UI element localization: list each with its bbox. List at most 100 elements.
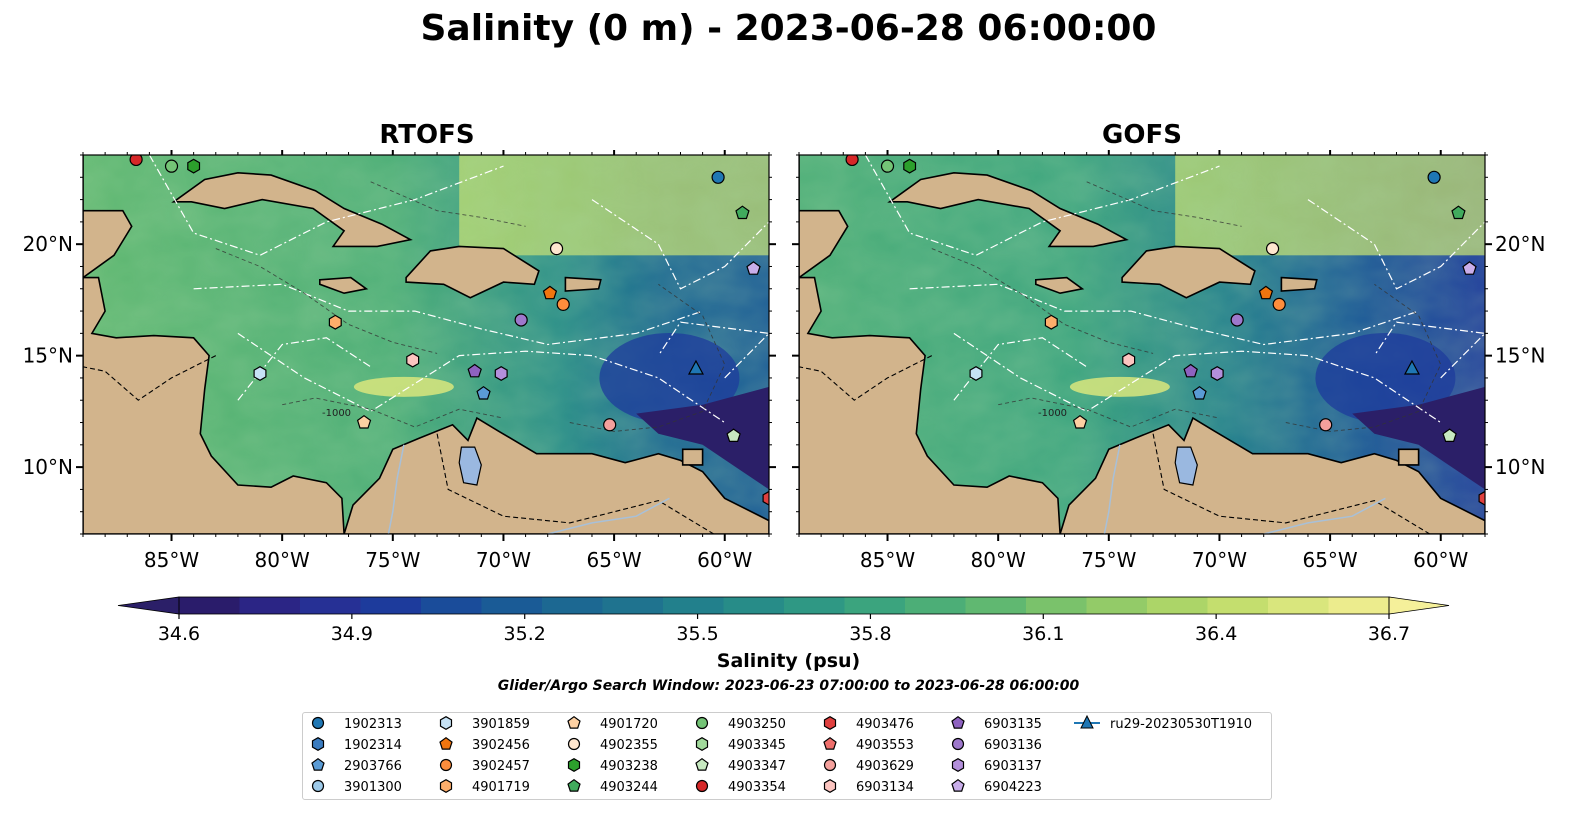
legend-marker-6903135 [951,715,965,729]
x-tick-label: 70°W [476,548,531,572]
float-marker-6903137 [1210,366,1224,381]
colorbar-segment [844,597,906,614]
float-marker-6903136 [514,313,528,327]
eez-boundary [193,283,703,346]
colorbar-segment [1268,597,1330,614]
float-marker-6904223 [1462,261,1477,275]
y-tick-label: 15°N [23,344,73,368]
float-marker-4901719 [1044,314,1058,330]
colorbar-tick-label: 35.2 [504,623,546,645]
legend-label: 1902314 [344,738,402,753]
axes-frame [82,154,770,535]
colorbar-tick-label: 35.5 [676,623,718,645]
land-mass [83,155,133,279]
float-marker-6904223 [746,261,761,275]
colorbar-segment [1207,597,1269,614]
x-tick-label: 75°W [1081,548,1136,572]
land-mass [1280,276,1318,292]
float-marker-4903238 [903,158,917,174]
colorbar-segment [723,597,785,614]
float-marker-4903476 [762,490,769,506]
legend-marker-6903136 [951,737,965,751]
country-border [83,355,217,401]
legend-marker-4901720 [567,715,581,729]
legend-marker-4903354 [695,779,709,793]
glider-marker [687,359,704,375]
legend-label: 4901719 [472,780,530,795]
salinity-plume [1069,376,1170,397]
colorbar-tick-label: 34.9 [331,623,373,645]
contour-label: -1000 [1038,408,1067,419]
float-marker-1902313 [1427,170,1441,184]
float-marker-4903347 [1442,428,1457,442]
legend-marker-4903629 [823,758,837,772]
legend-label: 6903135 [984,717,1042,732]
legend-marker-3902456 [439,736,453,750]
legend-marker-3901300 [311,779,325,793]
legend-marker-1902314 [311,737,325,751]
river [387,444,405,534]
x-tick-label: 60°W [697,548,752,572]
float-marker-4903250 [880,159,895,173]
bathymetry-contour [282,397,504,428]
bathymetry-contour [931,248,1154,354]
land-mass [799,276,1061,534]
colorbar-segment [1328,597,1390,614]
river [547,497,670,534]
float-marker-6903137 [494,366,508,381]
y-tick-label: 20°N [23,232,73,256]
legend-label: 4903629 [856,759,914,774]
legend-marker-1902313 [311,716,325,730]
legend: 1902313 1902314 2903766 3901300 3901859 39024… [311,714,1252,795]
x-tick-label: 65°W [586,548,641,572]
legend-marker-4901719 [439,779,453,793]
y-tick-label: 20°N [1495,232,1545,256]
legend-label: 2903766 [344,759,402,774]
lake-maracaibo [1174,446,1198,486]
colorbar-segment [965,597,1027,614]
colorbar-segment [905,597,967,614]
land-mass [887,171,1129,248]
legend-label: 4903244 [600,780,658,795]
eez-boundary [1373,321,1485,379]
x-tick-label: 80°W [255,548,310,572]
colorbar-segment [663,597,725,614]
colorbar-frame [178,596,1390,615]
legend-label: 1902313 [344,717,402,732]
legend-marker-4902355 [567,737,581,751]
legend-marker-4903345 [695,737,709,751]
low-salinity-eddy [599,332,740,423]
colorbar-tick-label: 35.8 [849,623,891,645]
legend-marker-4903347 [695,757,709,771]
colorbar-segment [421,597,483,614]
colorbar-label: Salinity (psu) [716,650,861,672]
land-mass [1121,245,1256,299]
float-marker-6903134 [406,352,420,368]
colorbar-segment [239,597,301,614]
float-marker-4903629 [603,418,617,432]
x-tick-label: 85°W [144,548,199,572]
legend-label: 4903250 [728,717,786,732]
float-marker-4903354 [845,155,859,167]
colorbar-segment [1086,597,1148,614]
legend-label: 4901720 [600,717,658,732]
eez-boundary [864,155,1220,256]
colorbar-segment [542,597,604,614]
float-marker-4903476 [1478,490,1485,506]
land-mass [171,171,413,248]
float-marker-2903766 [476,385,491,400]
legend-label: 3902457 [472,759,530,774]
legend-label: 6903134 [856,780,914,795]
land-mass [1035,276,1085,295]
legend-label: 4903347 [728,759,786,774]
float-marker-4902355 [549,242,564,256]
land-mass [405,245,540,299]
legend-marker-4903238 [567,758,581,772]
land-mass [1059,416,1485,534]
panel-title-rtofs: RTOFS [379,120,475,150]
colorbar-tick-label: 36.4 [1195,623,1237,645]
legend-label: 4903476 [856,717,914,732]
float-marker-4903629 [1319,418,1333,432]
contour-label: -1000 [322,408,351,419]
